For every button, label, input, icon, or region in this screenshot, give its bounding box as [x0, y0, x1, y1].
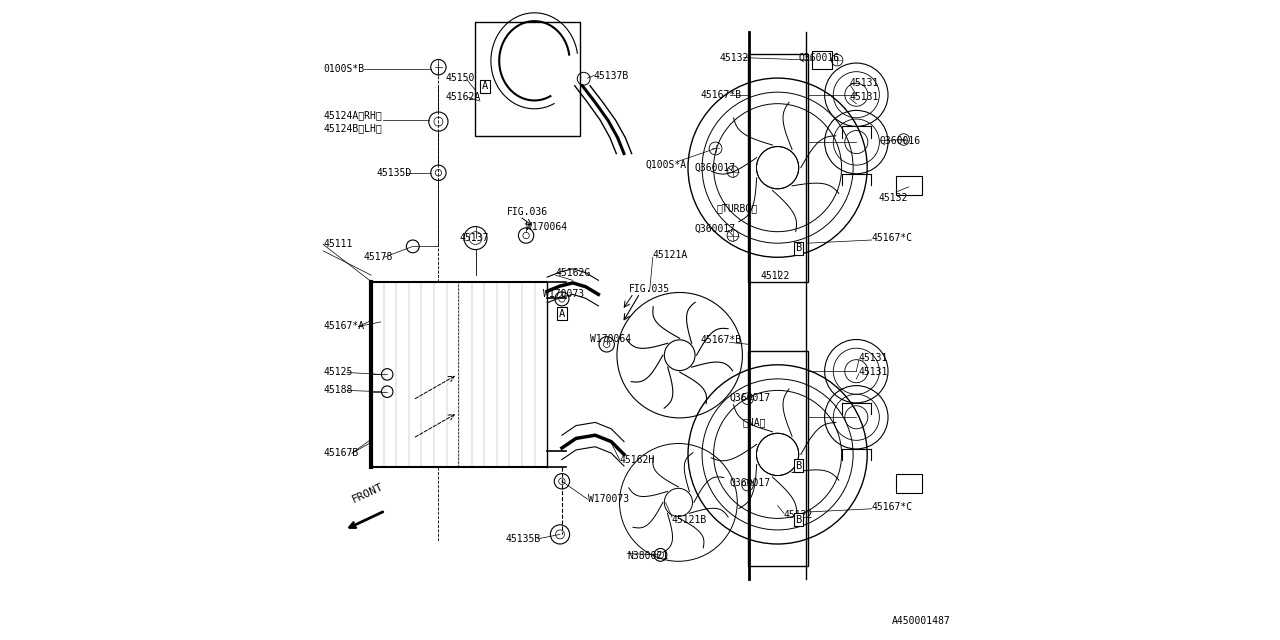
Text: 45150: 45150 — [445, 73, 475, 83]
Text: 45122: 45122 — [760, 271, 790, 282]
Text: B: B — [796, 515, 801, 525]
Text: B: B — [796, 461, 801, 471]
Text: 0100S*B: 0100S*B — [323, 64, 365, 74]
Text: 45132: 45132 — [878, 193, 908, 204]
Text: 45131: 45131 — [850, 78, 879, 88]
Text: 45167*C: 45167*C — [872, 233, 913, 243]
Text: 45111: 45111 — [323, 239, 352, 250]
Text: 45121A: 45121A — [653, 250, 689, 260]
Text: Q360017: Q360017 — [694, 163, 736, 173]
Text: A: A — [559, 308, 564, 319]
Text: 45124B〈LH〉: 45124B〈LH〉 — [323, 123, 381, 133]
Text: 45167B: 45167B — [323, 448, 358, 458]
Text: Q360016: Q360016 — [799, 52, 840, 63]
Text: 45188: 45188 — [323, 385, 352, 396]
Text: 〈NA〉: 〈NA〉 — [742, 417, 765, 428]
Text: 45131: 45131 — [859, 353, 888, 364]
Text: N380021: N380021 — [627, 550, 668, 561]
Text: W170073: W170073 — [543, 289, 584, 300]
Text: A: A — [483, 81, 488, 92]
Text: Q360017: Q360017 — [694, 224, 736, 234]
Text: 45135B: 45135B — [506, 534, 541, 544]
Text: 45167*B: 45167*B — [701, 335, 742, 346]
Text: A450001487: A450001487 — [892, 616, 950, 626]
Text: 45137B: 45137B — [594, 70, 630, 81]
Text: 45132: 45132 — [719, 52, 749, 63]
Text: FIG.036: FIG.036 — [507, 207, 548, 218]
Text: FIG.035: FIG.035 — [628, 284, 669, 294]
Text: Q360017: Q360017 — [730, 393, 771, 403]
Text: 45137: 45137 — [460, 233, 489, 243]
Text: 45121B: 45121B — [672, 515, 708, 525]
Text: 45162A: 45162A — [445, 92, 481, 102]
Text: Q360017: Q360017 — [730, 478, 771, 488]
Text: B: B — [796, 243, 801, 253]
Text: 45131: 45131 — [850, 92, 879, 102]
Text: Q100S*A: Q100S*A — [645, 160, 686, 170]
Text: 45178: 45178 — [364, 252, 393, 262]
Text: 45125: 45125 — [323, 367, 352, 378]
Text: 45162H: 45162H — [620, 454, 655, 465]
Text: 45122: 45122 — [783, 510, 813, 520]
Text: W170064: W170064 — [526, 222, 567, 232]
Text: 45167*B: 45167*B — [701, 90, 742, 100]
Text: Q360016: Q360016 — [881, 136, 922, 146]
Text: W170064: W170064 — [590, 334, 631, 344]
Text: 〈TURBO〉: 〈TURBO〉 — [717, 203, 758, 213]
Text: 45131: 45131 — [859, 367, 888, 378]
Text: 45162G: 45162G — [556, 268, 591, 278]
Text: 45135D: 45135D — [376, 168, 412, 178]
Text: 45167*A: 45167*A — [323, 321, 365, 332]
Text: FRONT: FRONT — [351, 481, 385, 504]
Text: W170073: W170073 — [588, 494, 628, 504]
Text: 45124A〈RH〉: 45124A〈RH〉 — [323, 110, 381, 120]
Text: 45167*C: 45167*C — [872, 502, 913, 512]
